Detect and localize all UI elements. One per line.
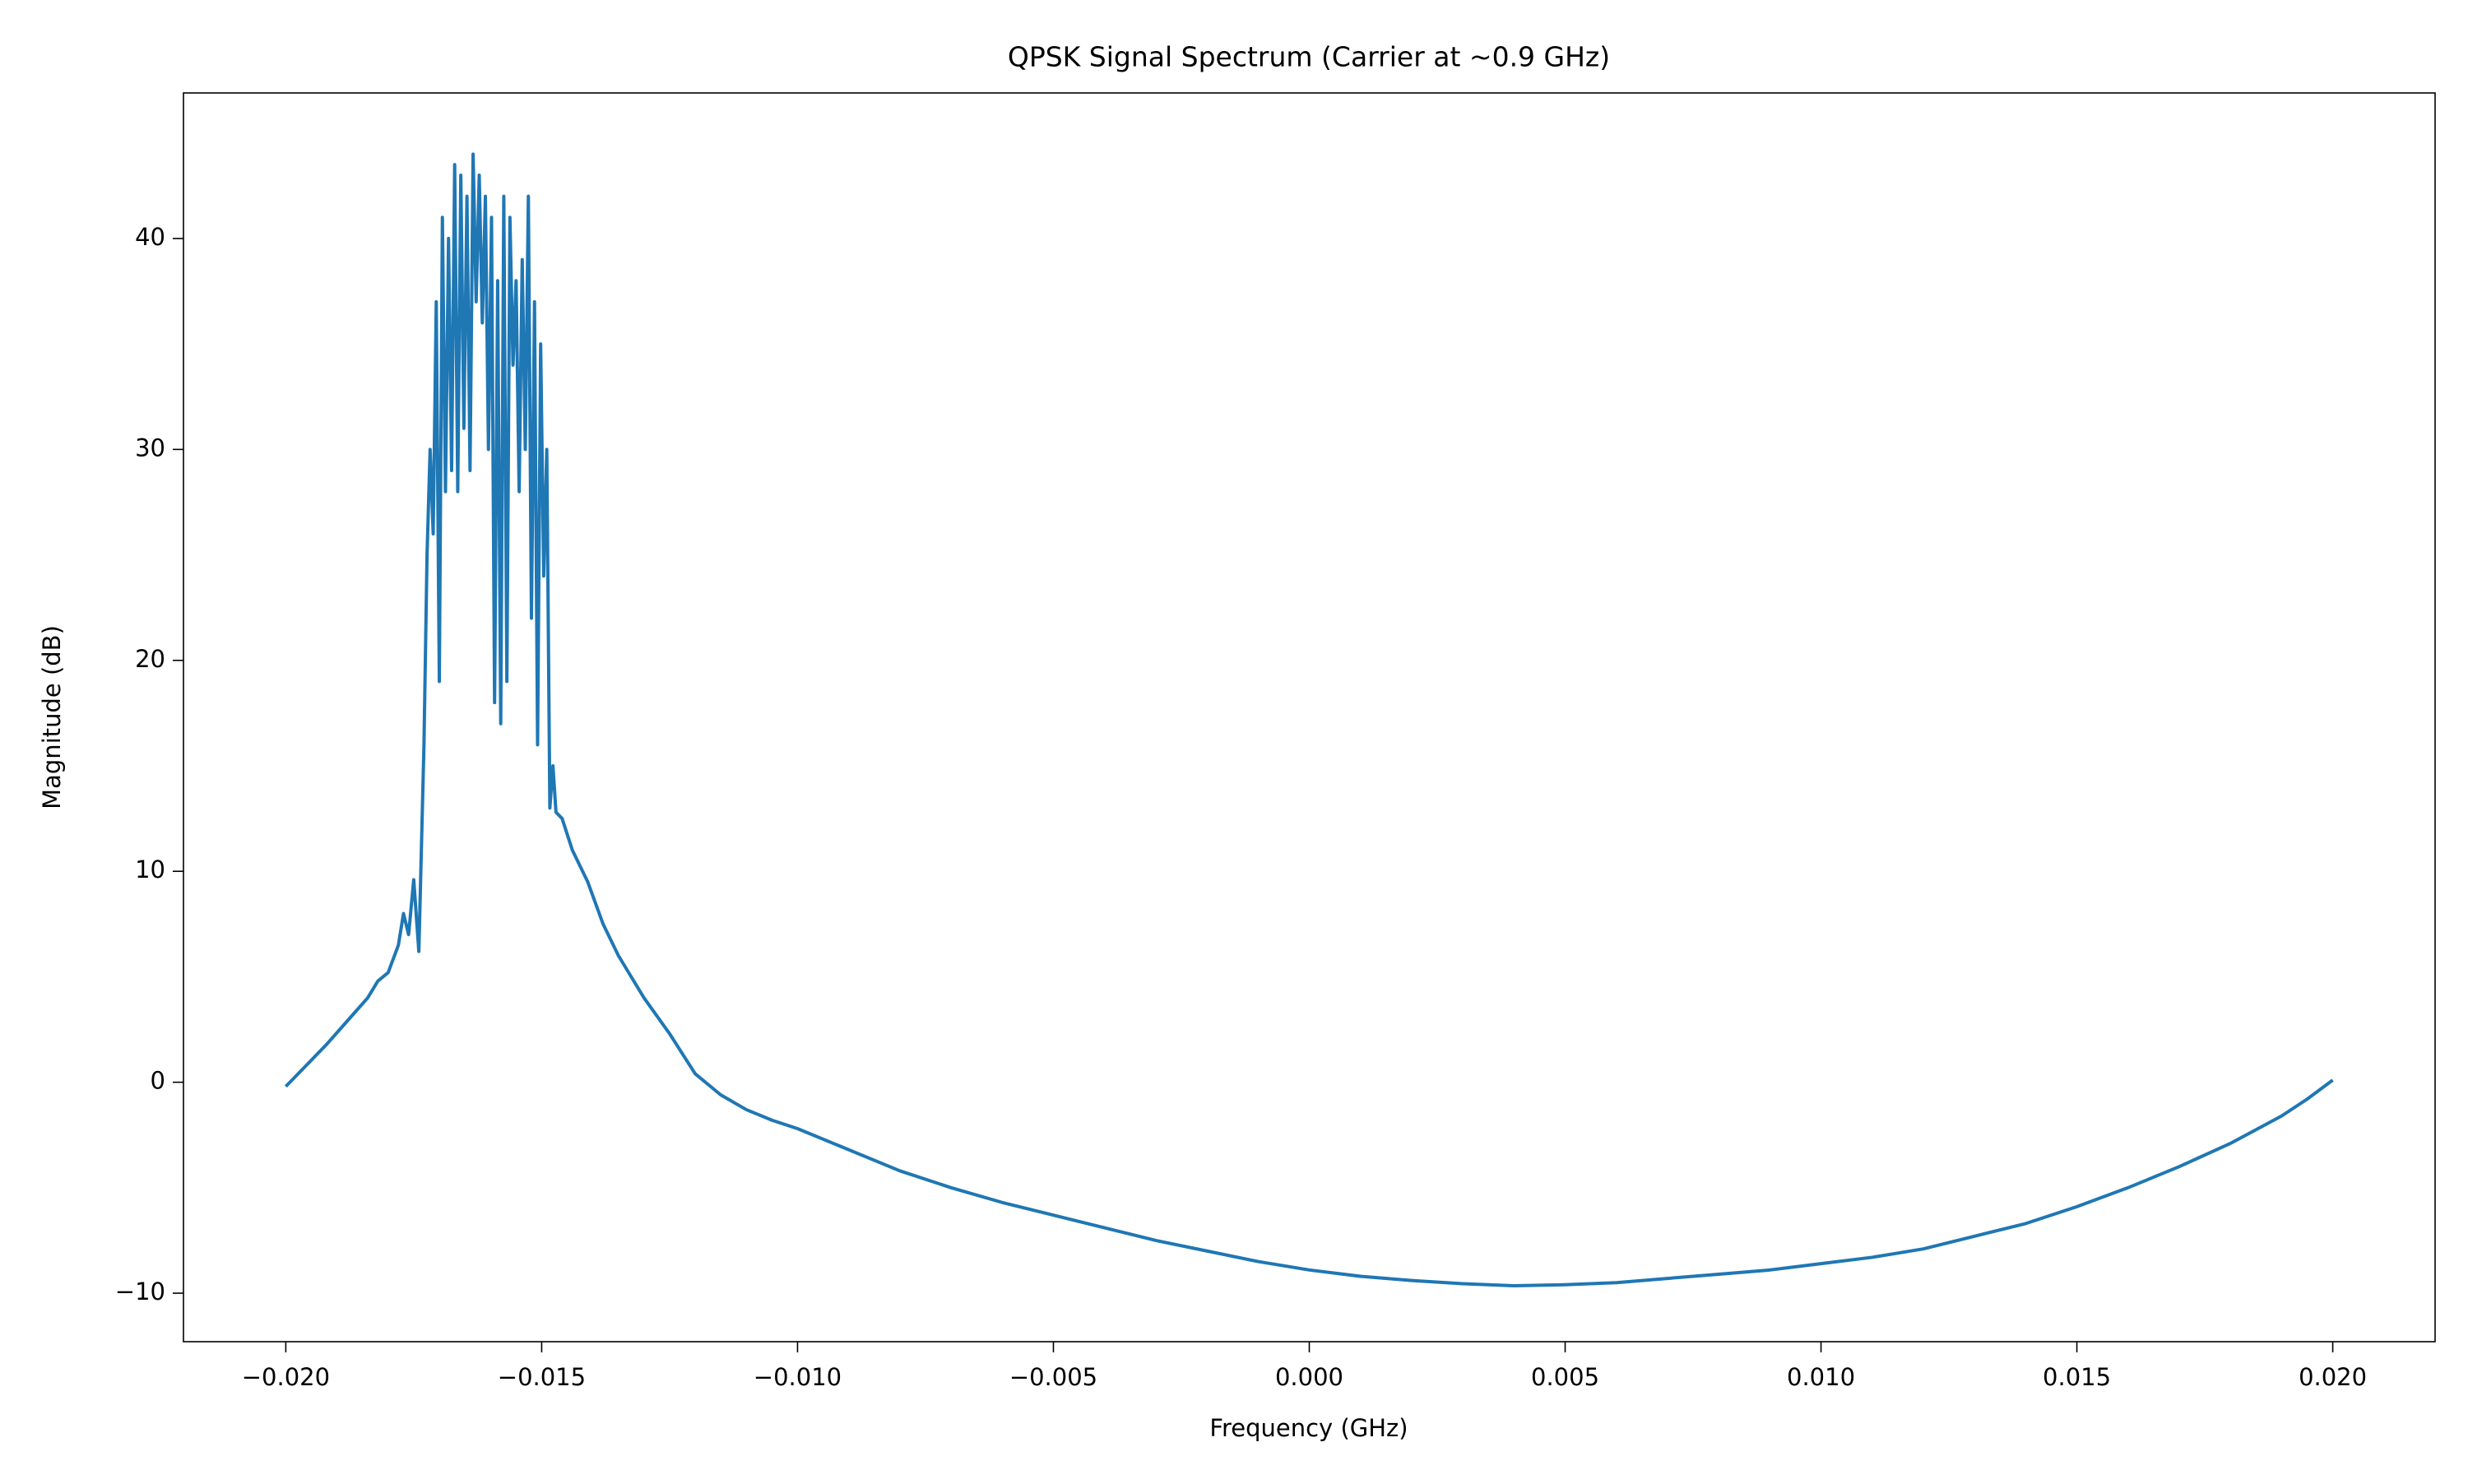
x-tick-label: 0.005 — [1531, 1363, 1599, 1391]
y-tick-label: −10 — [115, 1278, 165, 1305]
x-tick-label: −0.010 — [754, 1363, 842, 1391]
x-tick-label: 0.010 — [1787, 1363, 1855, 1391]
data-line — [284, 152, 2334, 1288]
plot-frame — [183, 92, 2436, 1343]
x-tick-label: 0.020 — [2299, 1363, 2367, 1391]
x-tick-label: 0.000 — [1275, 1363, 1343, 1391]
x-axis-label: Frequency (GHz) — [1209, 1414, 1408, 1442]
x-tick-label: 0.015 — [2043, 1363, 2111, 1391]
y-tick-label: 10 — [135, 856, 165, 883]
chart-title: QPSK Signal Spectrum (Carrier at ~0.9 GH… — [1008, 41, 1610, 73]
x-tick-label: −0.005 — [1009, 1363, 1097, 1391]
x-tick-label: −0.020 — [242, 1363, 330, 1391]
y-tick-label: 40 — [135, 223, 165, 251]
y-tick-label: 30 — [135, 434, 165, 461]
y-tick-label: 20 — [135, 645, 165, 673]
y-axis-label: Magnitude (dB) — [38, 625, 66, 809]
x-tick-label: −0.015 — [498, 1363, 586, 1391]
y-tick-label: 0 — [151, 1067, 165, 1095]
